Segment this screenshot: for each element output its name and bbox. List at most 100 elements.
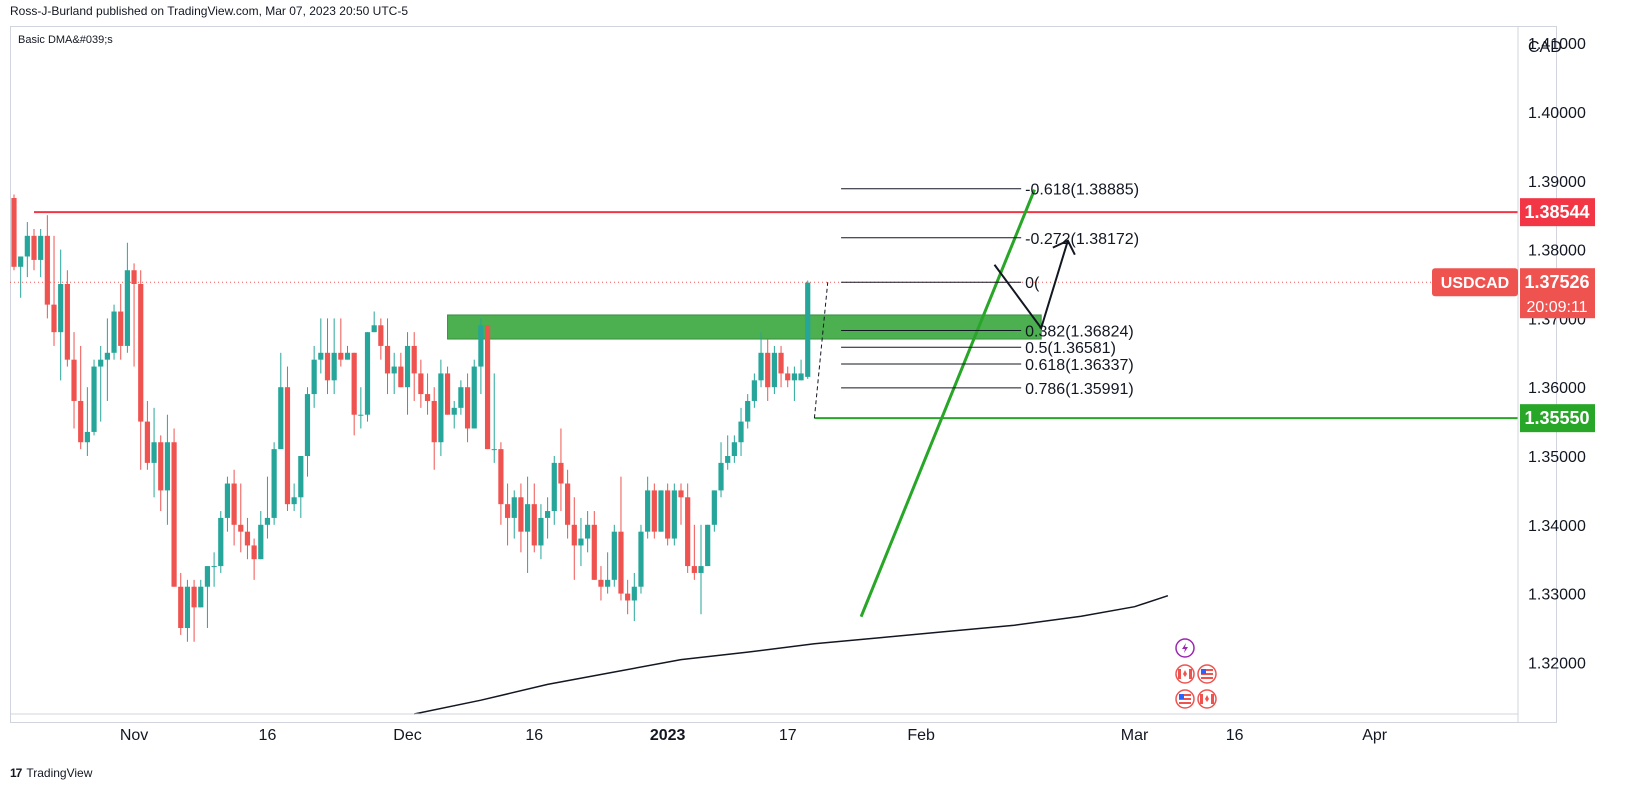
candle[interactable] [571,497,577,580]
candle[interactable] [551,456,557,525]
canada-flag-icon[interactable] [1175,664,1195,684]
candle[interactable] [424,373,431,415]
candle[interactable] [451,400,457,429]
candle[interactable] [98,345,104,422]
usa-flag-icon[interactable] [1197,664,1217,684]
candle[interactable] [58,249,64,381]
candle[interactable] [378,318,384,360]
candle[interactable] [78,345,84,450]
candle[interactable] [118,284,124,360]
candle[interactable] [731,435,737,463]
candle[interactable] [384,318,391,395]
candle[interactable] [304,387,311,477]
candle[interactable] [484,325,491,450]
candle[interactable] [31,228,37,271]
candle[interactable] [191,579,197,642]
candle[interactable] [645,476,651,539]
candle[interactable] [204,566,211,628]
candle[interactable] [725,435,731,470]
candle[interactable] [504,483,511,546]
candle[interactable] [751,373,757,408]
candle[interactable] [538,504,544,560]
candle[interactable] [545,497,551,539]
candle[interactable] [491,373,497,463]
candle[interactable] [524,476,531,573]
candle[interactable] [164,414,171,525]
candle[interactable] [224,476,231,532]
candle[interactable] [38,228,44,278]
candle[interactable] [585,511,591,553]
indicator-label[interactable]: Basic DMA&#039;s [18,34,113,46]
candle[interactable] [198,579,204,608]
candle[interactable] [338,318,344,367]
candle[interactable] [591,511,597,580]
candle[interactable] [331,318,337,395]
lightning-icon[interactable] [1175,638,1195,658]
candle[interactable] [785,366,791,388]
candle[interactable] [418,359,424,408]
candle[interactable] [691,524,697,580]
candle[interactable] [698,524,704,615]
candle[interactable] [211,552,217,587]
candle[interactable] [738,407,744,456]
candle[interactable] [671,483,677,546]
candle[interactable] [444,366,451,415]
candle[interactable] [298,456,304,518]
candle[interactable] [651,483,657,539]
candle[interactable] [64,270,70,367]
usa-flag-icon[interactable] [1175,689,1195,709]
candle[interactable] [104,318,110,401]
candle[interactable] [791,366,797,401]
candle[interactable] [371,311,377,333]
candle[interactable] [278,352,284,450]
candle[interactable] [745,394,751,429]
candle[interactable] [251,538,257,580]
footer[interactable]: 17 TradingView [10,766,92,780]
candle[interactable] [351,352,357,436]
candle[interactable] [578,517,584,567]
candle[interactable] [705,524,711,567]
candle[interactable] [518,483,524,553]
candle[interactable] [665,483,671,546]
candle[interactable] [398,352,404,388]
candle[interactable] [464,373,471,443]
candle[interactable] [151,407,157,498]
candle[interactable] [558,428,564,512]
candle[interactable] [18,256,24,298]
candle[interactable] [565,469,571,539]
candle[interactable] [758,332,764,388]
candle[interactable] [478,318,484,395]
candle[interactable] [291,483,297,512]
candle[interactable] [71,332,77,429]
candle[interactable] [91,359,97,436]
candle[interactable] [631,572,637,622]
candle[interactable] [171,428,177,587]
candle[interactable] [51,235,57,346]
candle[interactable] [618,476,624,601]
candle[interactable] [24,222,30,278]
candle[interactable] [284,366,291,512]
candle[interactable] [431,387,437,470]
candle[interactable] [711,490,717,532]
candle[interactable] [311,345,317,408]
candle[interactable] [231,469,237,546]
canada-flag-icon[interactable] [1197,689,1217,709]
candle[interactable] [658,490,664,532]
candle[interactable] [158,435,164,512]
candle[interactable] [778,345,784,388]
candle[interactable] [318,318,324,374]
candle[interactable] [765,339,771,401]
candle[interactable] [178,572,184,635]
candle[interactable] [258,511,264,560]
candle[interactable] [344,345,351,360]
candle[interactable] [364,332,371,422]
candle[interactable] [458,380,464,415]
candle[interactable] [678,483,684,525]
candle[interactable] [124,242,130,353]
candle[interactable] [218,511,224,573]
candle[interactable] [271,442,277,525]
candle[interactable] [131,263,137,367]
candle[interactable] [244,517,251,560]
candle[interactable] [598,566,604,601]
